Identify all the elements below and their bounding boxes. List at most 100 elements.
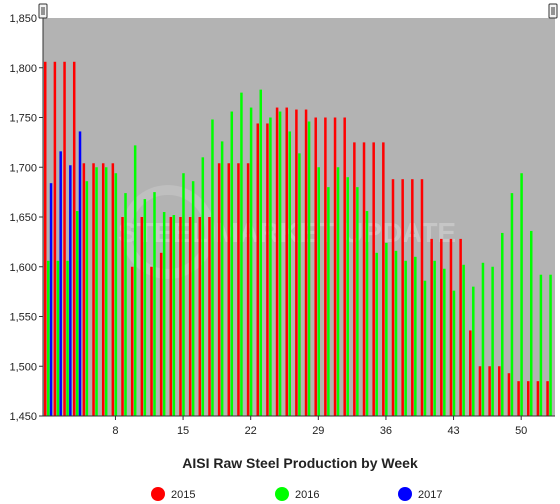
bar-2016-week-26 [288,131,291,416]
bar-2015-week-49 [507,373,511,416]
bar-2016-week-49 [510,193,514,416]
bar-2015-week-36 [382,142,385,417]
bar-2016-week-6 [95,167,98,416]
x-tick-label: 8 [112,425,118,437]
bar-2016-week-28 [307,121,311,416]
bar-2015-week-32 [343,117,346,416]
bar-2016-week-48 [501,232,504,416]
y-tick-label: 1,550 [9,312,37,324]
bar-2015-week-10 [130,266,134,416]
x-tick-label: 43 [447,425,459,437]
bar-2015-week-6 [92,163,95,416]
bar-2015-week-34 [362,142,366,417]
bar-2015-week-3 [63,61,66,416]
x-tick-label: 29 [312,425,324,437]
y-tick-label: 1,800 [9,63,37,75]
bar-2015-week-31 [333,117,337,416]
bar-2015-week-7 [101,163,105,416]
bar-2015-week-22 [246,163,250,416]
bar-2015-week-47 [488,366,491,416]
legend-item-2016[interactable]: 2016 [275,487,319,501]
bar-2016-week-37 [394,250,398,416]
bar-2016-week-40 [423,280,427,416]
y-tick-label: 1,700 [9,162,37,174]
bar-2016-week-34 [365,211,369,416]
bar-2016-week-39 [414,256,417,416]
bar-2015-week-42 [440,238,443,416]
bar-2015-week-40 [420,179,424,416]
bar-2015-week-12 [150,266,153,416]
legend-label-2015: 2015 [171,489,195,501]
bar-2015-week-30 [324,117,327,416]
y-tick-label: 1,600 [9,262,37,274]
bar-2016-week-33 [356,187,359,416]
x-axis-title: AISI Raw Steel Production by Week [182,455,418,471]
bar-2015-week-39 [411,179,414,416]
bar-2016-week-47 [491,266,494,416]
bar-2016-week-45 [472,286,475,416]
bar-2015-week-46 [478,366,482,416]
bar-2016-week-5 [85,181,89,416]
y-tick-label: 1,850 [9,13,37,25]
bar-2015-week-18 [208,217,211,416]
y-tick-label: 1,650 [9,212,37,224]
bar-2016-week-51 [530,230,533,416]
bar-2016-week-38 [404,260,407,416]
bar-2016-week-13 [162,212,166,416]
bar-2015-week-52 [536,381,540,416]
bar-2016-week-25 [278,111,282,416]
legend-swatch-2015 [151,487,165,501]
legend-item-2015[interactable]: 2015 [151,487,195,501]
legend-swatch-2016 [275,487,289,501]
bar-2016-week-32 [346,177,349,416]
bar-2016-week-41 [433,260,436,416]
bar-2016-week-1 [46,260,50,416]
bar-2015-week-37 [391,179,395,416]
x-tick-label: 50 [515,425,527,437]
x-tick-labels: 8 15 22 29 36 43 50 [112,416,527,437]
legend-item-2017[interactable]: 2017 [398,487,442,501]
bar-2015-week-26 [285,107,288,417]
bar-2016-week-50 [520,173,523,416]
bar-2015-week-27 [295,109,298,416]
bar-2016-week-16 [191,181,195,416]
bar-2017-week-1 [49,183,53,416]
bar-2016-week-46 [481,262,485,416]
bar-2016-week-7 [104,167,108,416]
bar-2016-week-27 [298,153,301,416]
bar-2015-week-8 [111,163,115,416]
bar-2015-week-51 [527,381,530,416]
x-tick-label: 15 [177,425,189,437]
bar-2016-week-44 [462,264,465,416]
bar-2015-week-21 [237,163,240,416]
y-tick-label: 1,450 [9,411,37,423]
bar-2015-week-53 [546,381,549,416]
bar-2015-week-17 [198,217,202,416]
bar-2016-week-18 [211,119,214,417]
bar-2016-week-35 [375,252,378,416]
bar-2015-week-50 [517,381,520,416]
bar-2016-week-9 [124,193,127,416]
x-tick-label: 22 [245,425,257,437]
bar-2016-week-20 [230,111,234,416]
bar-2016-week-2 [56,260,60,416]
bar-2015-week-44 [459,238,462,416]
scroll-handle-right[interactable] [548,3,558,19]
bar-2015-week-19 [217,163,221,416]
bar-2015-week-41 [430,238,433,416]
bars-layer [43,61,552,417]
legend: 2015 2016 2017 [151,487,442,501]
bar-2016-week-14 [172,215,176,416]
bar-2015-week-23 [256,123,260,416]
y-tick-label: 1,500 [9,361,37,373]
legend-swatch-2017 [398,487,412,501]
bar-2015-week-45 [469,330,472,416]
bar-2016-week-3 [66,260,69,416]
scroll-handle-left[interactable] [38,3,48,19]
bar-2015-week-1 [43,61,47,416]
bar-2015-week-29 [314,117,317,416]
bar-2016-week-36 [385,242,388,416]
bar-2016-week-24 [269,117,272,416]
bar-2016-week-42 [443,268,446,416]
